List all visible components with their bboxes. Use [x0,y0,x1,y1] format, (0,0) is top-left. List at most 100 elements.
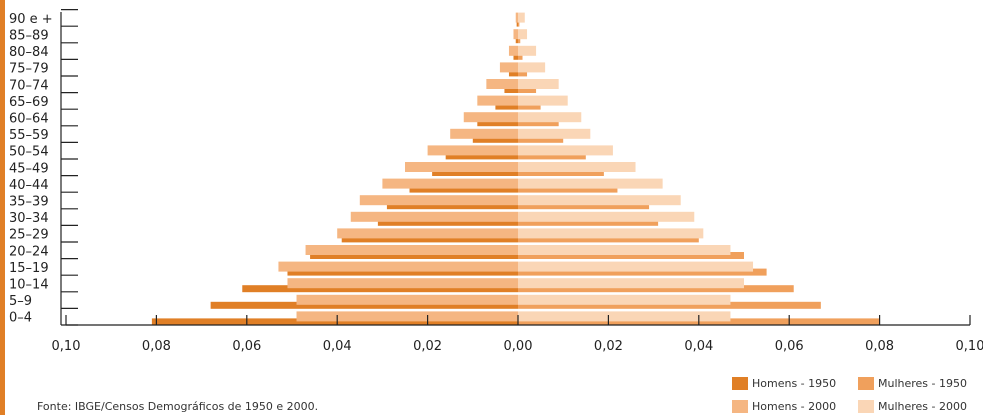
bar-mulheres-2000-0-4 [518,311,731,322]
age-label: 15–19 [9,261,49,276]
bar-homens-2000-25-29 [337,228,518,239]
bar-mulheres-1950-35-39 [518,202,650,210]
bar-homens-1950-5-9 [210,301,518,309]
age-label: 30–34 [9,211,49,226]
bar-homens-2000-40-44 [382,178,518,189]
legend-label: Mulheres - 1950 [878,377,967,390]
x-tick-label: 0,06 [775,339,804,354]
legend-swatch [858,377,874,390]
x-tick-label: 0,06 [232,339,261,354]
bar-homens-2000-50-54 [427,145,518,156]
age-label: 70–74 [9,78,49,93]
bar-mulheres-1950-80-84 [518,52,523,60]
bar-mulheres-2000-80-84 [518,45,537,56]
bar-homens-2000-30-34 [350,211,518,222]
x-tick-label: 0,10 [52,339,81,354]
bar-homens-1950-50-54 [445,152,518,160]
age-label: 25–29 [9,228,49,243]
legend-swatch [732,400,748,413]
age-label: 65–69 [9,95,49,110]
legend-homens-1950: Homens - 1950 [732,377,836,390]
bar-mulheres-1950-60-64 [518,119,559,127]
bar-mulheres-1950-65-69 [518,102,541,110]
bar-mulheres-2000-15-19 [518,261,754,272]
age-label: 45–49 [9,161,49,176]
age-label: 60–64 [9,112,49,127]
x-tick-label: 0,10 [956,339,983,354]
legend-homens-2000: Homens - 2000 [732,400,836,413]
bar-homens-2000-5-9 [296,294,518,305]
bar-mulheres-1950-55-59 [518,135,564,143]
bar-mulheres-2000-10-14 [518,278,744,289]
bar-homens-1950-35-39 [386,202,518,210]
bar-mulheres-1950-90 e + [518,19,520,27]
bar-homens-1950-40-44 [409,185,518,193]
bar-mulheres-1950-20-24 [518,252,744,259]
age-label: 5–9 [9,294,32,309]
bar-homens-1950-60-64 [477,119,518,127]
bar-homens-2000-35-39 [359,195,518,206]
bar-mulheres-2000-85-89 [518,29,528,40]
bar-homens-1950-65-69 [495,102,518,110]
legend-label: Homens - 2000 [752,400,837,413]
age-label: 10–14 [9,278,49,293]
bar-mulheres-2000-75-79 [518,62,546,73]
left-accent-bar [0,0,5,415]
legend-swatch [858,400,874,413]
age-label: 0–4 [9,311,32,326]
bar-homens-1950-25-29 [341,235,518,243]
bar-homens-2000-20-24 [305,245,518,255]
bar-homens-2000-70-74 [486,79,518,89]
bar-homens-1950-20-24 [310,252,518,259]
x-tick-label: 0,08 [142,339,171,354]
x-tick-label: 0,02 [413,339,442,354]
bar-mulheres-1950-50-54 [518,152,586,160]
bar-homens-1950-85-89 [515,36,518,44]
bar-homens-2000-0-4 [296,311,518,322]
bar-mulheres-2000-70-74 [518,79,559,89]
bar-homens-2000-65-69 [477,95,518,106]
x-tick-label: 0,04 [323,339,352,354]
bar-mulheres-1950-5-9 [518,301,821,309]
bar-homens-1950-75-79 [508,69,518,77]
bar-mulheres-1950-45-49 [518,169,604,176]
x-tick-label: 0,08 [865,339,894,354]
bar-mulheres-1950-25-29 [518,235,699,243]
bar-mulheres-2000-35-39 [518,195,681,206]
bar-mulheres-2000-90 e + [518,12,525,23]
bar-mulheres-2000-50-54 [518,145,613,156]
bar-homens-2000-60-64 [463,112,518,123]
bar-mulheres-1950-75-79 [518,69,528,77]
bar-homens-2000-80-84 [508,45,518,56]
bar-homens-1950-55-59 [472,135,518,143]
bar-mulheres-2000-65-69 [518,95,568,106]
bar-mulheres-1950-30-34 [518,218,659,226]
legend-mulheres-1950: Mulheres - 1950 [858,377,967,390]
bar-mulheres-2000-25-29 [518,228,704,239]
age-label: 85–89 [9,29,49,44]
x-tick-label: 0,04 [684,339,713,354]
bar-homens-2000-85-89 [513,29,518,40]
bar-homens-1950-0-4 [151,318,518,326]
bar-homens-1950-30-34 [377,218,518,226]
bar-homens-1950-80-84 [513,52,518,60]
source-note: Fonte: IBGE/Censos Demográficos de 1950 … [37,400,319,413]
age-label: 50–54 [9,145,49,160]
age-label: 35–39 [9,195,49,210]
bar-homens-2000-45-49 [405,162,518,172]
bar-homens-2000-75-79 [499,62,518,73]
bar-mulheres-1950-85-89 [518,36,521,44]
bar-homens-1950-45-49 [432,169,518,176]
legend-mulheres-2000: Mulheres - 2000 [858,400,967,413]
x-tick-label: 0,02 [594,339,623,354]
bar-mulheres-2000-45-49 [518,162,636,172]
bar-homens-1950-90 e + [516,19,518,27]
bar-homens-2000-90 e + [515,12,518,23]
bar-homens-1950-15-19 [287,268,518,276]
legend-swatch [732,377,748,390]
legend-label: Mulheres - 2000 [878,400,967,413]
bar-mulheres-2000-5-9 [518,294,731,305]
age-label: 80–84 [9,45,49,60]
age-label: 90 e + [9,12,53,27]
